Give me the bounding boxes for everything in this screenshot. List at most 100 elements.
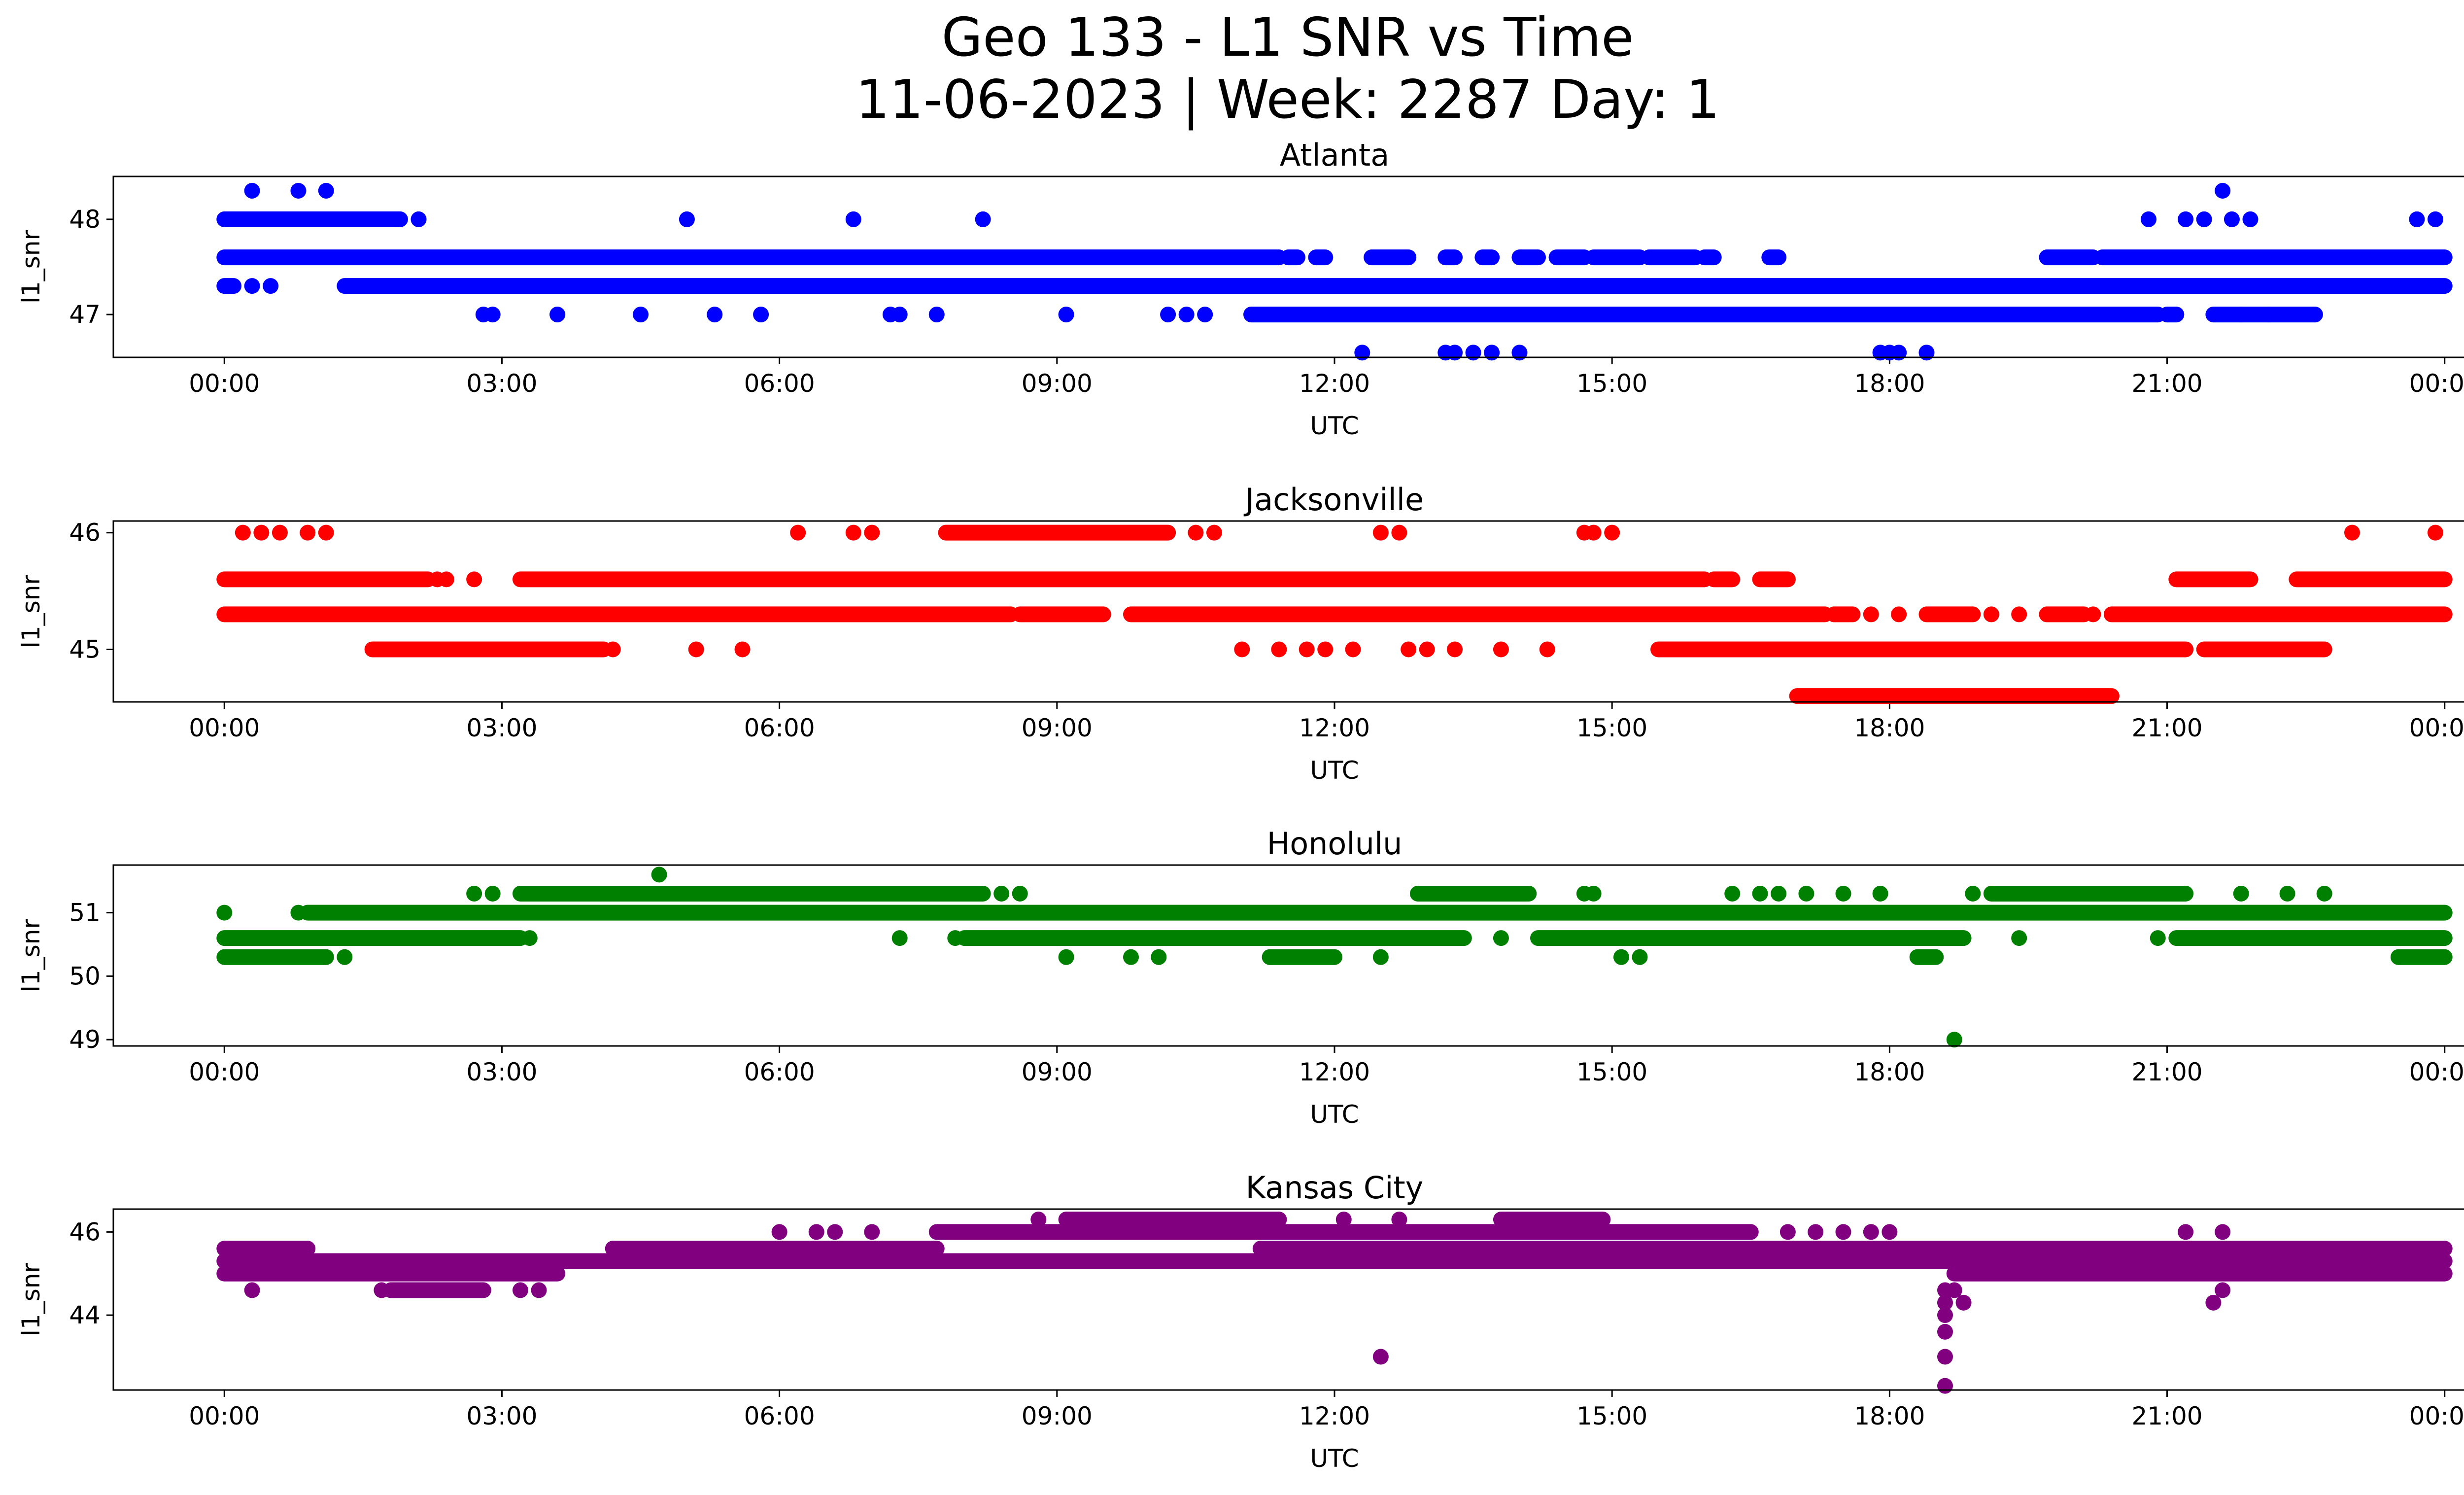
data-point-run — [2168, 571, 2259, 588]
x-tick-label: 09:00 — [1022, 714, 1093, 742]
data-point — [605, 641, 621, 658]
data-point — [1808, 1224, 1824, 1240]
data-point-run — [216, 249, 1287, 266]
x-axis-label: UTC — [1310, 756, 1359, 785]
data-point — [263, 278, 279, 294]
data-point — [2233, 885, 2249, 902]
data-point — [1613, 949, 1629, 965]
data-point — [1835, 885, 1851, 902]
y-tick-label: 44 — [69, 1301, 101, 1329]
x-tick-label: 12:00 — [1299, 1402, 1370, 1430]
x-tick-label: 03:00 — [466, 369, 537, 398]
data-point — [2224, 211, 2240, 227]
data-point — [253, 524, 270, 541]
data-point-run — [216, 606, 1019, 623]
data-point-run — [1696, 249, 1722, 266]
data-point — [235, 524, 251, 541]
data-point-run — [1012, 606, 1111, 623]
data-point — [1419, 641, 1435, 658]
x-axis-label: UTC — [1310, 412, 1359, 440]
x-axis-label: UTC — [1310, 1100, 1359, 1129]
data-point — [1391, 524, 1407, 541]
x-tick-label: 00:00 — [2409, 1402, 2464, 1430]
y-tick-label: 46 — [69, 519, 101, 547]
data-point — [1345, 641, 1361, 658]
data-point-run — [1752, 571, 1796, 588]
axes-frame — [112, 520, 2464, 703]
data-point — [531, 1282, 547, 1298]
x-tick-label: 12:00 — [1299, 369, 1370, 398]
data-point-run — [1761, 249, 1787, 266]
x-tick-label: 15:00 — [1576, 369, 1647, 398]
data-point — [1835, 1224, 1851, 1240]
data-point — [1937, 1307, 1953, 1323]
data-point — [790, 524, 806, 541]
data-point — [864, 524, 880, 541]
data-point-run — [1983, 885, 2194, 902]
scatter-series — [216, 182, 2453, 361]
data-point-run — [1585, 249, 1648, 266]
x-tick-label: 00:00 — [2409, 1058, 2464, 1086]
data-point — [827, 1224, 843, 1240]
data-point — [1391, 1212, 1407, 1228]
subplot-title: Honolulu — [1267, 826, 1403, 862]
data-point — [1372, 524, 1389, 541]
data-point-run — [383, 1282, 491, 1298]
data-point — [1585, 524, 1602, 541]
y-tick-label: 46 — [69, 1217, 101, 1246]
x-tick-label: 09:00 — [1022, 369, 1093, 398]
data-point — [1798, 885, 1814, 902]
data-point — [1752, 885, 1768, 902]
data-point — [1965, 885, 1981, 902]
scatter-series — [216, 1212, 2453, 1394]
figure-title-line-1: Geo 133 - L1 SNR vs Time — [941, 7, 1634, 69]
data-point — [1724, 885, 1741, 902]
x-tick-label: 12:00 — [1299, 1058, 1370, 1086]
data-point-run — [1789, 688, 2120, 704]
data-point — [1372, 949, 1389, 965]
data-point — [891, 930, 908, 946]
data-point — [633, 307, 649, 323]
data-point-run — [1946, 1265, 2453, 1282]
x-tick-label: 00:00 — [2409, 714, 2464, 742]
data-point — [2279, 885, 2295, 902]
data-point-run — [337, 278, 2453, 294]
data-point-run — [216, 1253, 2453, 1269]
data-point — [771, 1224, 787, 1240]
data-point — [1058, 949, 1074, 965]
data-point — [679, 211, 695, 227]
subplot-honolulu: Honolulu l1_snr UTC 00:00 03:00 06:00 09:00 12:… — [17, 826, 2464, 1129]
x-tick-label: 15:00 — [1576, 1058, 1647, 1086]
data-point — [374, 1282, 390, 1298]
data-point — [1447, 641, 1463, 658]
subplot-title: Atlanta — [1280, 137, 1389, 173]
data-point — [651, 867, 667, 883]
data-point — [1604, 524, 1620, 541]
data-point — [1946, 1282, 1962, 1298]
y-axis-label: l1_snr — [17, 919, 45, 992]
data-point-run — [364, 641, 612, 658]
data-point — [1123, 949, 1139, 965]
data-point — [1465, 345, 1481, 361]
x-tick-label: 09:00 — [1022, 1058, 1093, 1086]
figure-title-line-2: 11-06-2023 | Week: 2287 Day: 1 — [856, 69, 1720, 131]
subplot-atlanta: Atlanta l1_snr UTC 00:00 03:00 06:00 09:00 12:0… — [17, 137, 2464, 440]
x-tick-label: 00:00 — [189, 1058, 260, 1086]
data-point-run — [216, 1241, 316, 1257]
y-tick-label: 47 — [69, 300, 101, 329]
y-tick-label: 45 — [69, 635, 101, 663]
data-point-run — [1409, 885, 1537, 902]
data-point — [513, 1282, 528, 1298]
data-point — [1188, 524, 1204, 541]
data-point — [1937, 1294, 1953, 1311]
data-point-run — [1243, 307, 2166, 323]
data-point — [2242, 211, 2259, 227]
axes-frame — [112, 175, 2464, 358]
data-point-run — [1280, 249, 1305, 266]
data-point — [845, 524, 861, 541]
data-point — [1354, 345, 1370, 361]
data-point — [1937, 1323, 1953, 1340]
x-tick-label: 09:00 — [1022, 1402, 1093, 1430]
data-point-run — [928, 1224, 1759, 1240]
data-point-run — [1826, 606, 1861, 623]
